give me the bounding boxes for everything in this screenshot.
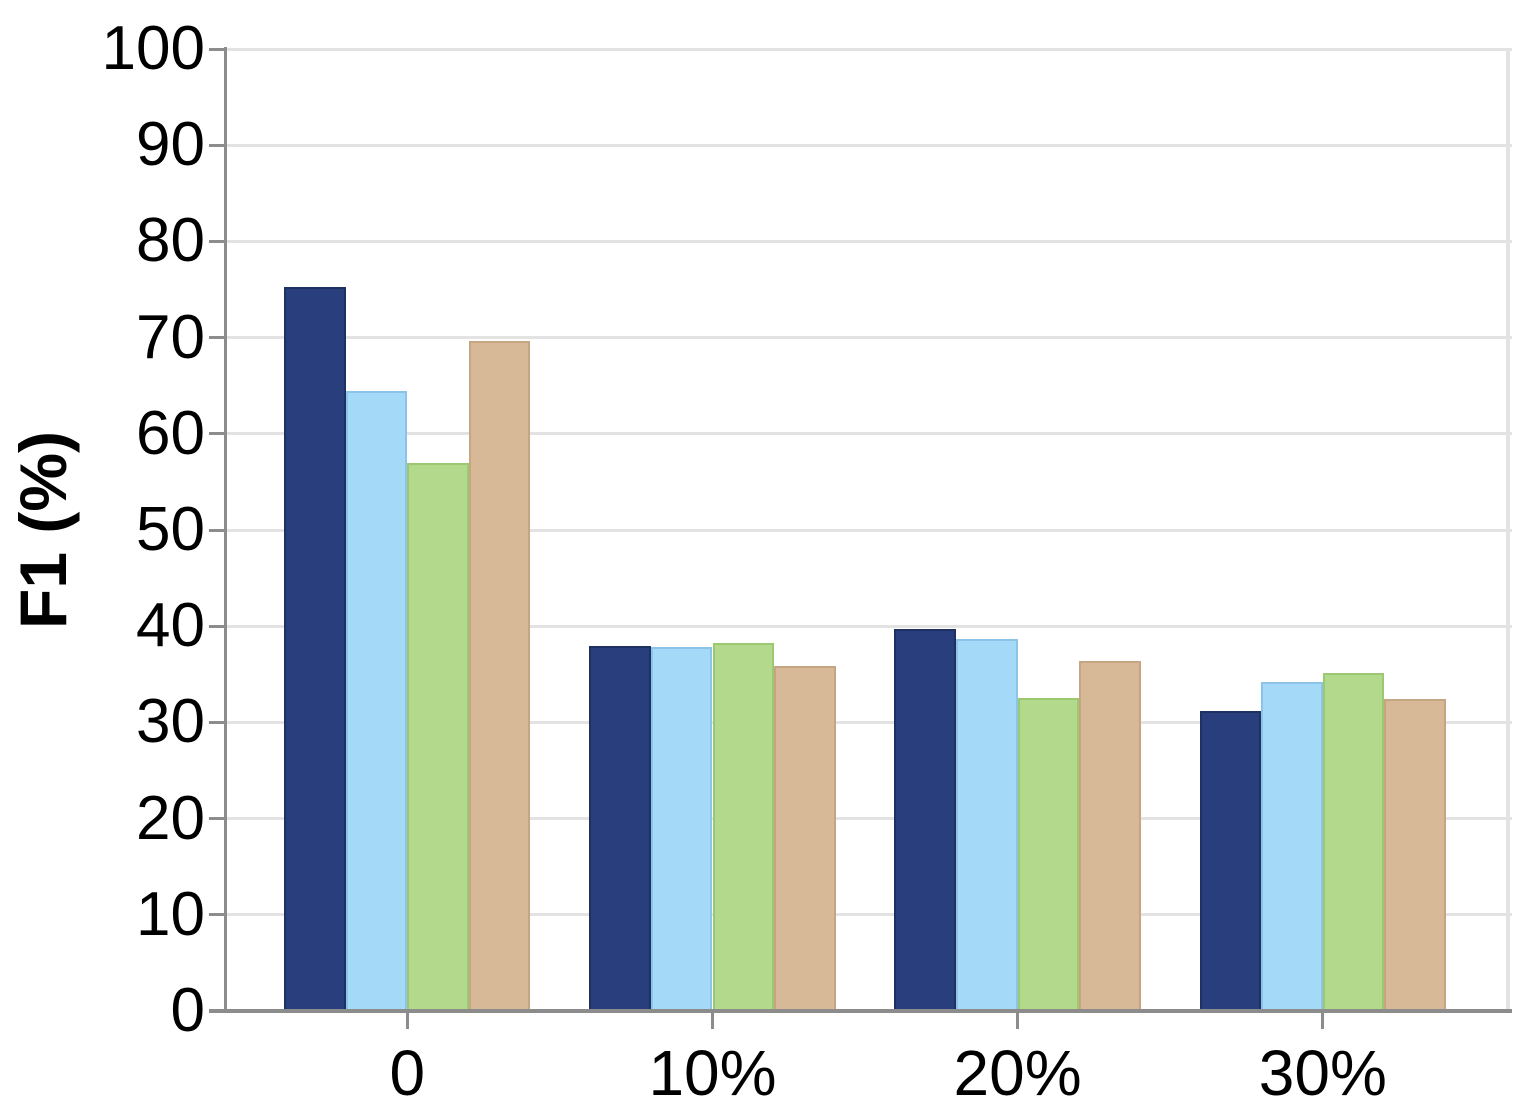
bar	[650, 647, 713, 1011]
x-tick	[1016, 1011, 1020, 1029]
y-tick-label: 50	[136, 495, 205, 564]
y-tick	[209, 528, 227, 532]
bar	[1079, 660, 1141, 1011]
y-tick-label: 30	[136, 687, 205, 757]
y-tick-label: 10	[136, 879, 205, 949]
y-tick-label: 80	[136, 206, 205, 276]
bar	[284, 286, 346, 1011]
gridline	[227, 913, 1512, 917]
y-tick	[209, 913, 227, 917]
x-tick	[711, 1011, 714, 1029]
bar	[1017, 698, 1080, 1011]
bar	[956, 638, 1018, 1011]
y-tick-label: 70	[136, 302, 205, 372]
y-tick	[209, 143, 227, 147]
gridline	[227, 528, 1512, 532]
y-tick-label: 60	[136, 398, 205, 468]
x-tick-label: 30%	[1258, 1037, 1387, 1109]
y-tick-label: 40	[136, 591, 205, 661]
bar	[894, 629, 956, 1011]
gridline	[227, 720, 1512, 724]
y-tick	[209, 239, 227, 243]
x-tick-label: 20%	[953, 1037, 1082, 1109]
bar	[1384, 699, 1446, 1011]
x-tick	[405, 1011, 409, 1029]
y-tick-label: 90	[136, 110, 205, 180]
x-tick-label: 0	[389, 1037, 426, 1109]
bar	[407, 462, 469, 1011]
gridline	[227, 143, 1512, 147]
plot-border-right	[1506, 49, 1510, 1011]
bar	[1261, 681, 1323, 1011]
gridline	[227, 336, 1512, 340]
y-tick	[209, 47, 227, 51]
y-tick-label: 100	[101, 14, 205, 83]
gridline	[227, 47, 1512, 51]
gridline	[227, 432, 1512, 436]
x-tick	[1321, 1011, 1325, 1029]
y-axis-line	[224, 47, 227, 1013]
bar	[589, 646, 651, 1011]
bar	[1322, 673, 1385, 1011]
bar	[774, 665, 836, 1011]
bar	[345, 391, 408, 1011]
bar	[712, 642, 775, 1011]
gridline	[227, 239, 1512, 243]
y-tick	[209, 432, 227, 436]
y-tick	[209, 720, 227, 724]
y-tick-label: 0	[170, 976, 205, 1045]
x-axis-line	[209, 1009, 1512, 1013]
y-tick-label: 20	[136, 783, 205, 853]
x-tick-label: 10%	[648, 1037, 777, 1109]
bar	[1199, 710, 1262, 1011]
bar	[468, 341, 531, 1011]
y-tick	[209, 336, 227, 340]
y-tick	[209, 624, 227, 628]
gridline	[227, 624, 1512, 628]
gridline	[227, 817, 1512, 821]
y-tick	[209, 817, 227, 821]
